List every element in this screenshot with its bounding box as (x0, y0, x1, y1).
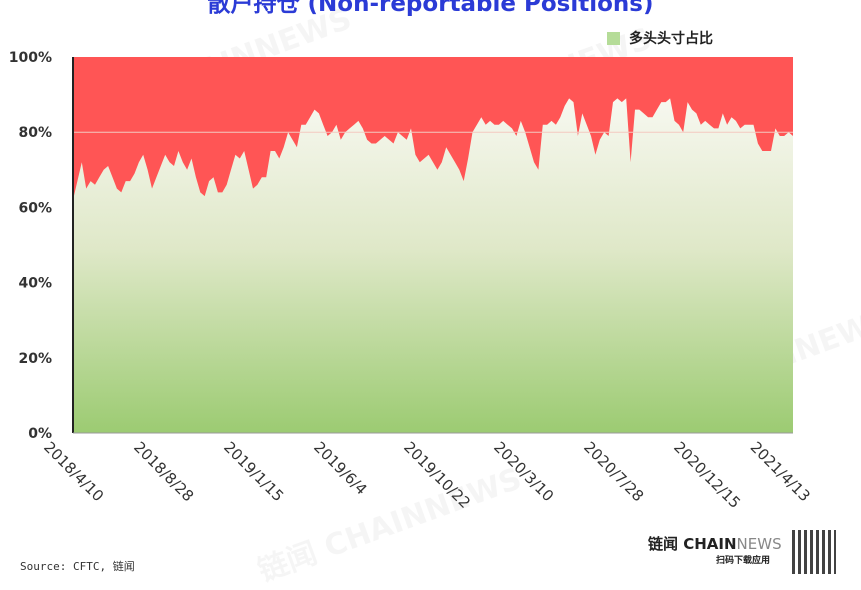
y-tick-label: 40% (18, 276, 52, 292)
brand-a: CHAIN (683, 535, 737, 553)
y-tick-label: 60% (18, 200, 52, 216)
x-tick-label: 2019/6/4 (310, 438, 370, 498)
legend-swatch (607, 31, 620, 45)
x-tick-label: 2018/4/10 (40, 438, 107, 505)
legend: 多头头寸占比 (607, 28, 713, 48)
area-chart: 0% 20% 40% 60% 80% 100% 2018/4/10 2018/8/28 201… (9, 50, 814, 512)
brand-b: NEWS (736, 535, 782, 553)
x-tick-label: 2020/7/28 (580, 438, 647, 505)
x-tick-label: 2019/10/22 (400, 438, 474, 512)
source-note: Source: CFTC, 链闻 (20, 560, 135, 573)
qr-code-icon (792, 530, 836, 574)
x-tick-label: 2020/3/10 (490, 438, 557, 505)
y-tick-label: 80% (18, 125, 52, 141)
x-tick-label: 2020/12/15 (670, 438, 744, 512)
y-tick-label: 100% (9, 50, 52, 66)
brand-cn: 链闻 (648, 535, 684, 553)
long-area (73, 98, 793, 434)
legend-label: 多头头寸占比 (629, 31, 713, 47)
x-tick-label: 2021/4/13 (747, 438, 814, 505)
y-tick-label: 20% (18, 351, 52, 367)
x-tick-label: 2018/8/28 (130, 438, 197, 505)
x-tick-label: 2019/1/15 (220, 438, 287, 505)
brand-logo: 链闻 CHAINNEWS (648, 533, 782, 554)
y-tick-label: 0% (28, 426, 52, 442)
brand-subtitle: 扫码下载应用 (716, 556, 771, 566)
chart-title: 散户持仓 (Non-reportable Positions) (207, 0, 654, 17)
